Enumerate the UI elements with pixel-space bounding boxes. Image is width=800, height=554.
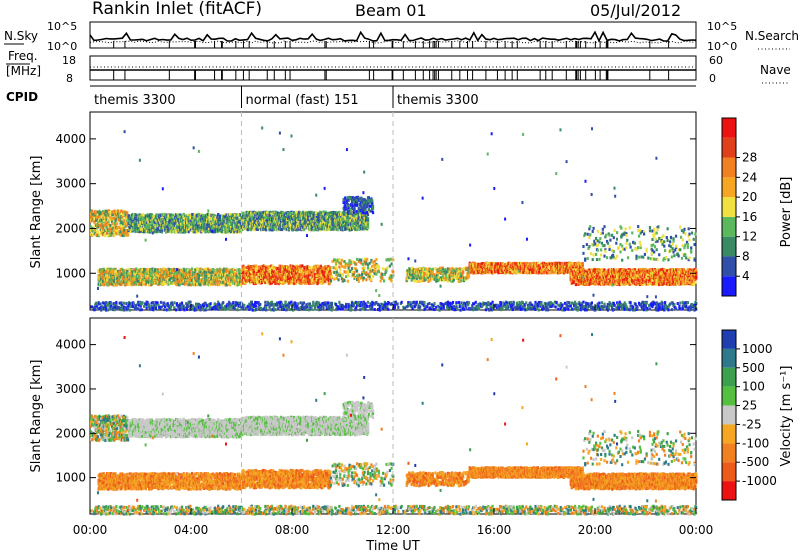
power-cell [198, 277, 200, 280]
power-cell [356, 204, 358, 207]
cpid-bar: CPID themis 3300 normal (fast) 151 themis … [6, 86, 696, 108]
nsearch-label: N.Search [745, 29, 799, 43]
power-cell [348, 204, 350, 207]
power-cell [367, 221, 369, 224]
power-cell [371, 199, 373, 202]
power-cell [366, 205, 368, 208]
power-cell [191, 267, 193, 270]
power-cell [199, 283, 201, 286]
station-title: Rankin Inlet (fitACF) [92, 0, 262, 19]
freq-tick-bottom: 8 [66, 72, 73, 85]
radar-summary-plot: Rankin Inlet (fitACF) Beam 01 05/Jul/201… [0, 0, 800, 554]
cpid-segment-label: themis 3300 [94, 93, 176, 108]
nsearch-tick-top: 10^5 [707, 20, 737, 33]
nsearch-tick-bottom: 10^0 [707, 40, 737, 53]
power-cell [116, 222, 118, 225]
freq-label: Freq. [8, 49, 38, 63]
power-cell [366, 211, 368, 214]
power-cell [353, 207, 355, 210]
freq-unit-label: [MHz] [6, 64, 41, 78]
frequency-panel: Freq. [MHz] 18 8 Nave 60 0 [6, 49, 791, 85]
power-cell [97, 230, 99, 233]
power-cell [142, 213, 144, 216]
nsky-tick-bottom: 10^0 [47, 40, 77, 53]
power-cell [242, 212, 244, 215]
nave-tick-top: 60 [709, 54, 723, 67]
nsky-trace [90, 32, 696, 41]
power-cell [315, 211, 317, 214]
cpid-segment-label: themis 3300 [397, 93, 479, 108]
power-cell [372, 211, 374, 214]
date-label: 05/Jul/2012 [590, 1, 681, 20]
power-cell [349, 212, 351, 215]
power-cell [126, 211, 128, 214]
power-cell [109, 224, 111, 227]
power-cell [183, 268, 185, 271]
power-cell [91, 210, 93, 213]
beam-label: Beam 01 [355, 1, 427, 20]
nave-tick-bottom: 0 [709, 72, 716, 85]
power-cell [367, 217, 369, 220]
power-cell [368, 196, 370, 199]
nsky-panel: N.Sky 10^5 10^0 N.Search 10^5 10^0 [4, 20, 799, 53]
power-cell [119, 224, 121, 227]
nave-label: Nave [760, 63, 791, 77]
power-cell [106, 226, 108, 229]
power-cell [372, 205, 374, 208]
power-cell [127, 234, 129, 237]
nsky-label: N.Sky [4, 29, 38, 43]
nsky-tick-top: 10^5 [47, 20, 77, 33]
power-cell [367, 225, 369, 228]
cpid-segment-label: normal (fast) 151 [246, 93, 359, 108]
cpid-label: CPID [6, 90, 38, 104]
freq-tick-top: 18 [62, 54, 76, 67]
